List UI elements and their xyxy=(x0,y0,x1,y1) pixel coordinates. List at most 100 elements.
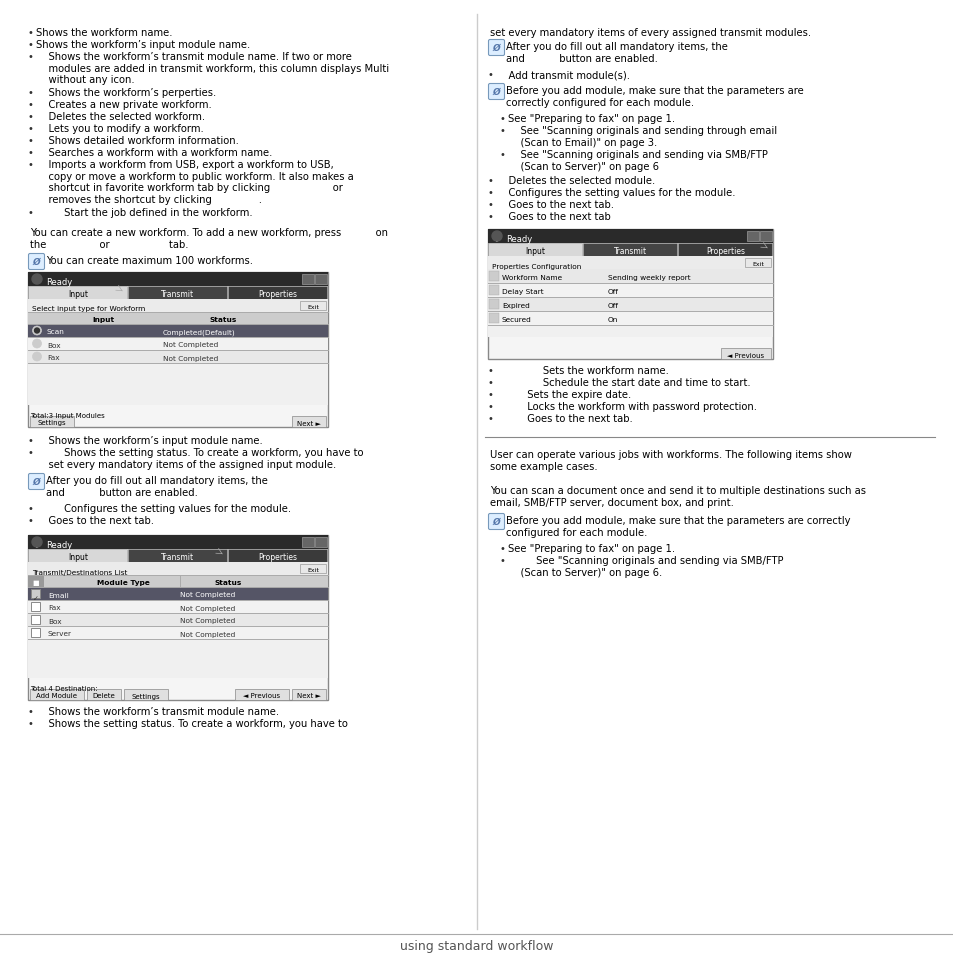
Text: Shows the setting status. To create a workform, you have to: Shows the setting status. To create a wo… xyxy=(36,719,348,728)
Text: •: • xyxy=(499,556,505,565)
Text: •: • xyxy=(488,377,494,388)
Text: •: • xyxy=(28,208,34,218)
Text: •: • xyxy=(488,401,494,412)
Text: Scan: Scan xyxy=(47,329,65,335)
Text: •: • xyxy=(28,160,34,170)
Bar xyxy=(314,274,327,285)
Text: Configures the setting values for the module.: Configures the setting values for the mo… xyxy=(36,503,291,514)
Text: Settings: Settings xyxy=(132,693,160,699)
Bar xyxy=(314,537,327,547)
Text: Ready: Ready xyxy=(46,540,72,550)
Bar xyxy=(489,272,498,282)
Text: Shows the workform’s transmit module name.: Shows the workform’s transmit module nam… xyxy=(36,706,279,717)
Bar xyxy=(28,639,328,679)
Bar xyxy=(28,587,328,600)
Bar xyxy=(488,230,772,244)
Text: Goes to the next tab.: Goes to the next tab. xyxy=(496,414,632,423)
Text: Total 4 Destination:: Total 4 Destination: xyxy=(30,685,97,691)
Text: •: • xyxy=(488,70,494,80)
Bar xyxy=(30,589,40,598)
Bar xyxy=(489,299,498,310)
Text: •: • xyxy=(28,148,34,158)
Text: Off: Off xyxy=(607,289,618,294)
Circle shape xyxy=(32,327,42,335)
Text: Properties: Properties xyxy=(705,247,744,255)
Text: Creates a new private workform.: Creates a new private workform. xyxy=(36,100,212,110)
Text: Select input type for Workform: Select input type for Workform xyxy=(32,306,145,313)
Bar xyxy=(299,564,326,574)
Text: Goes to the next tab: Goes to the next tab xyxy=(496,212,610,222)
Text: Schedule the start date and time to start.: Schedule the start date and time to star… xyxy=(496,377,750,388)
Text: Next ►: Next ► xyxy=(296,693,320,699)
Text: Transmit/Destinations List: Transmit/Destinations List xyxy=(32,569,128,575)
Text: Lets you to modify a workform.: Lets you to modify a workform. xyxy=(36,124,204,133)
Text: Properties: Properties xyxy=(258,553,297,561)
Text: •: • xyxy=(28,28,34,38)
Text: Add transmit module(s).: Add transmit module(s). xyxy=(496,70,629,80)
Bar xyxy=(28,273,328,287)
Circle shape xyxy=(32,353,42,361)
Text: Properties: Properties xyxy=(258,290,297,298)
Text: •: • xyxy=(488,212,494,222)
Text: •: • xyxy=(488,366,494,375)
Text: Shows the workform’s input module name.: Shows the workform’s input module name. xyxy=(36,436,262,446)
Text: Before you add module, make sure that the parameters are
correctly configured fo: Before you add module, make sure that th… xyxy=(505,86,803,108)
Circle shape xyxy=(492,232,501,242)
Text: Shows the setting status. To create a workform, you have to
    set every mandat: Shows the setting status. To create a wo… xyxy=(36,448,363,469)
Bar xyxy=(234,689,289,700)
Text: Total:3 Input Modules: Total:3 Input Modules xyxy=(30,413,105,418)
Text: Input: Input xyxy=(68,290,88,298)
Text: Off: Off xyxy=(607,303,618,309)
Bar xyxy=(28,562,328,576)
Text: Box: Box xyxy=(47,342,61,348)
Text: ■: ■ xyxy=(32,579,39,585)
Text: Not Completed: Not Completed xyxy=(180,592,235,598)
Bar xyxy=(30,616,40,624)
Text: Server: Server xyxy=(48,631,71,637)
Text: Ø: Ø xyxy=(492,517,499,526)
Bar xyxy=(488,297,772,312)
Text: Ø: Ø xyxy=(32,477,40,486)
Bar xyxy=(28,351,328,364)
Text: •: • xyxy=(499,113,505,124)
Text: •: • xyxy=(499,126,505,136)
Text: Goes to the next tab.: Goes to the next tab. xyxy=(496,200,614,210)
FancyBboxPatch shape xyxy=(29,474,45,490)
Text: ?: ? xyxy=(35,542,39,548)
Bar xyxy=(488,284,772,297)
Text: •: • xyxy=(28,124,34,133)
Text: •: • xyxy=(28,436,34,446)
Bar xyxy=(124,689,168,700)
Text: •: • xyxy=(488,390,494,399)
Bar xyxy=(28,536,328,550)
Bar xyxy=(488,326,772,337)
Bar xyxy=(28,273,328,428)
Text: Completed(Default): Completed(Default) xyxy=(163,329,235,335)
Circle shape xyxy=(32,339,42,349)
Text: •: • xyxy=(28,100,34,110)
Text: User can operate various jobs with workforms. The following items show
some exam: User can operate various jobs with workf… xyxy=(490,450,851,471)
Text: Input: Input xyxy=(91,316,114,323)
Bar xyxy=(30,628,40,638)
Bar xyxy=(302,274,314,285)
Text: •: • xyxy=(499,543,505,554)
Bar xyxy=(489,314,498,324)
Circle shape xyxy=(32,537,42,547)
Text: Not Completed: Not Completed xyxy=(180,631,235,637)
Text: Shows the workform’s transmit module name. If two or more
    modules are added : Shows the workform’s transmit module nam… xyxy=(36,52,389,85)
Text: Shows the workform’s input module name.: Shows the workform’s input module name. xyxy=(36,40,250,50)
Text: Ø: Ø xyxy=(492,88,499,97)
Bar xyxy=(720,349,770,359)
Bar xyxy=(488,270,772,284)
Bar xyxy=(128,287,227,299)
Text: •: • xyxy=(28,40,34,50)
Text: Deletes the selected workform.: Deletes the selected workform. xyxy=(36,112,205,122)
Text: Properties Configuration: Properties Configuration xyxy=(492,263,580,269)
Text: Next ►: Next ► xyxy=(296,420,320,426)
Bar xyxy=(746,232,759,242)
Text: Delay Start: Delay Start xyxy=(501,289,543,294)
Bar xyxy=(582,244,677,256)
Bar xyxy=(744,258,770,268)
Text: •: • xyxy=(28,136,34,146)
Text: Transmit: Transmit xyxy=(161,290,194,298)
